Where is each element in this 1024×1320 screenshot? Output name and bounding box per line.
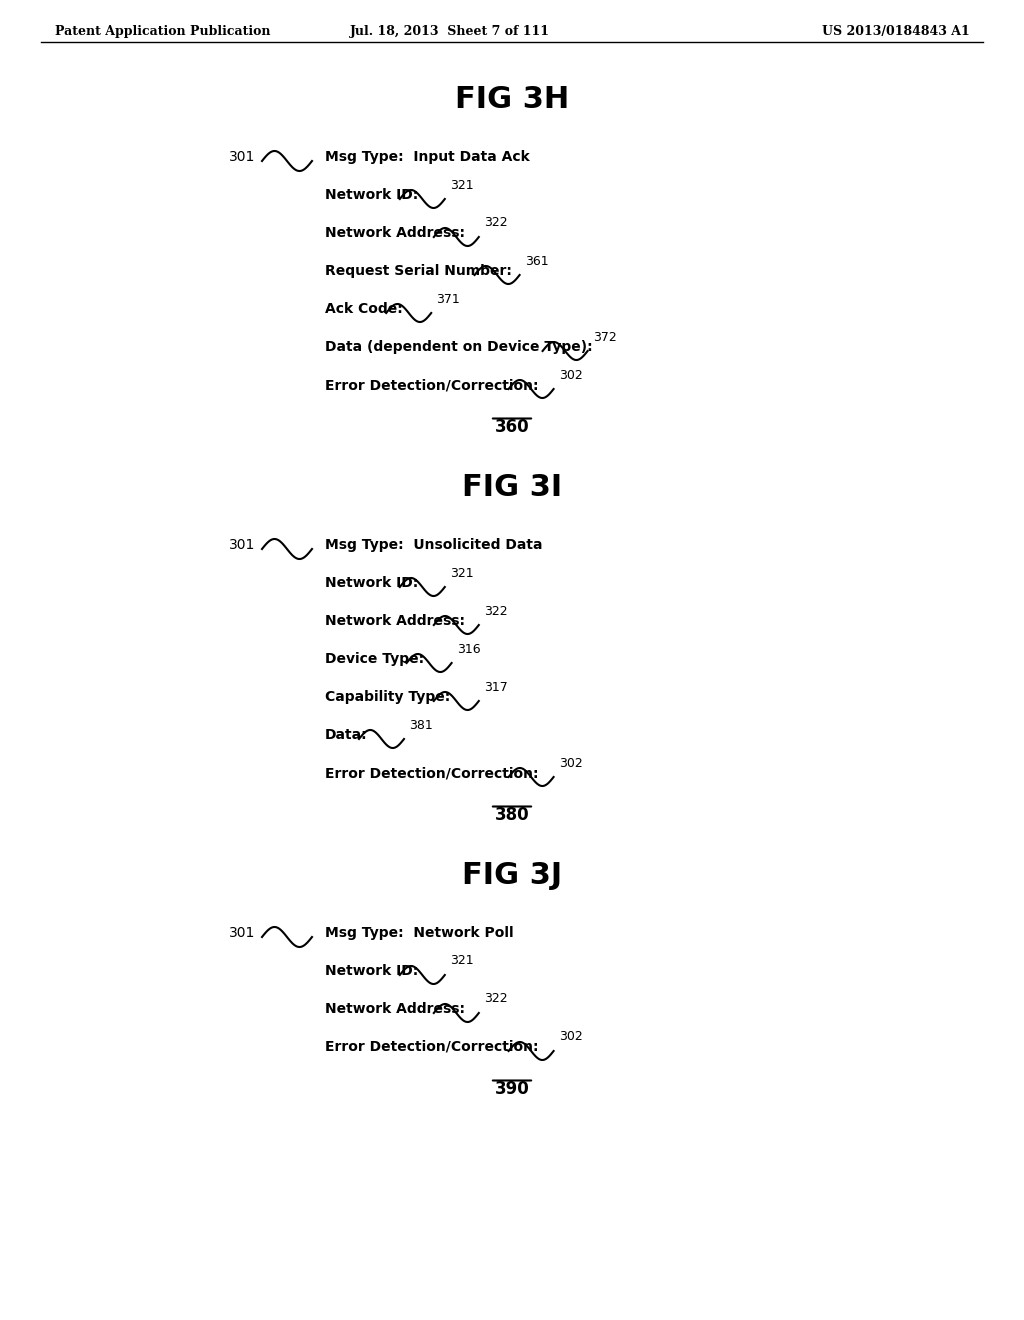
Text: 322: 322 — [483, 993, 508, 1006]
Text: Device Type:: Device Type: — [325, 652, 424, 667]
Text: Patent Application Publication: Patent Application Publication — [55, 25, 270, 38]
Text: 322: 322 — [483, 605, 508, 618]
Text: Ack Code:: Ack Code: — [325, 302, 402, 315]
Text: 321: 321 — [450, 954, 473, 968]
Text: 322: 322 — [483, 216, 508, 230]
Text: Data (dependent on Device Type):: Data (dependent on Device Type): — [325, 341, 593, 354]
Text: 372: 372 — [593, 330, 616, 343]
Text: 316: 316 — [457, 643, 480, 656]
Text: 301: 301 — [228, 927, 255, 940]
Text: 301: 301 — [228, 150, 255, 164]
Text: Error Detection/Correction:: Error Detection/Correction: — [325, 378, 539, 392]
Text: FIG 3I: FIG 3I — [462, 473, 562, 502]
Text: FIG 3J: FIG 3J — [462, 861, 562, 890]
Text: US 2013/0184843 A1: US 2013/0184843 A1 — [822, 25, 970, 38]
Text: Msg Type:  Input Data Ack: Msg Type: Input Data Ack — [325, 150, 529, 164]
Text: 302: 302 — [559, 368, 583, 381]
Text: 360: 360 — [495, 418, 529, 436]
Text: 317: 317 — [483, 681, 508, 693]
Text: 302: 302 — [559, 1031, 583, 1044]
Text: 301: 301 — [228, 539, 255, 552]
Text: 361: 361 — [524, 255, 548, 268]
Text: 380: 380 — [495, 807, 529, 824]
Text: Network Address:: Network Address: — [325, 1002, 465, 1016]
Text: Msg Type:  Network Poll: Msg Type: Network Poll — [325, 927, 514, 940]
Text: 371: 371 — [436, 293, 460, 305]
Text: 321: 321 — [450, 566, 473, 579]
Text: Capability Type:: Capability Type: — [325, 690, 451, 704]
Text: FIG 3H: FIG 3H — [455, 84, 569, 114]
Text: Data:: Data: — [325, 729, 368, 742]
Text: Jul. 18, 2013  Sheet 7 of 111: Jul. 18, 2013 Sheet 7 of 111 — [350, 25, 550, 38]
Text: Network Address:: Network Address: — [325, 614, 465, 628]
Text: Network Address:: Network Address: — [325, 226, 465, 240]
Text: 302: 302 — [559, 756, 583, 770]
Text: Error Detection/Correction:: Error Detection/Correction: — [325, 1040, 539, 1053]
Text: 321: 321 — [450, 178, 473, 191]
Text: Network ID:: Network ID: — [325, 576, 418, 590]
Text: 390: 390 — [495, 1080, 529, 1098]
Text: Network ID:: Network ID: — [325, 187, 418, 202]
Text: Request Serial Number:: Request Serial Number: — [325, 264, 512, 279]
Text: Network ID:: Network ID: — [325, 964, 418, 978]
Text: Error Detection/Correction:: Error Detection/Correction: — [325, 766, 539, 780]
Text: 381: 381 — [409, 718, 433, 731]
Text: Msg Type:  Unsolicited Data: Msg Type: Unsolicited Data — [325, 539, 543, 552]
